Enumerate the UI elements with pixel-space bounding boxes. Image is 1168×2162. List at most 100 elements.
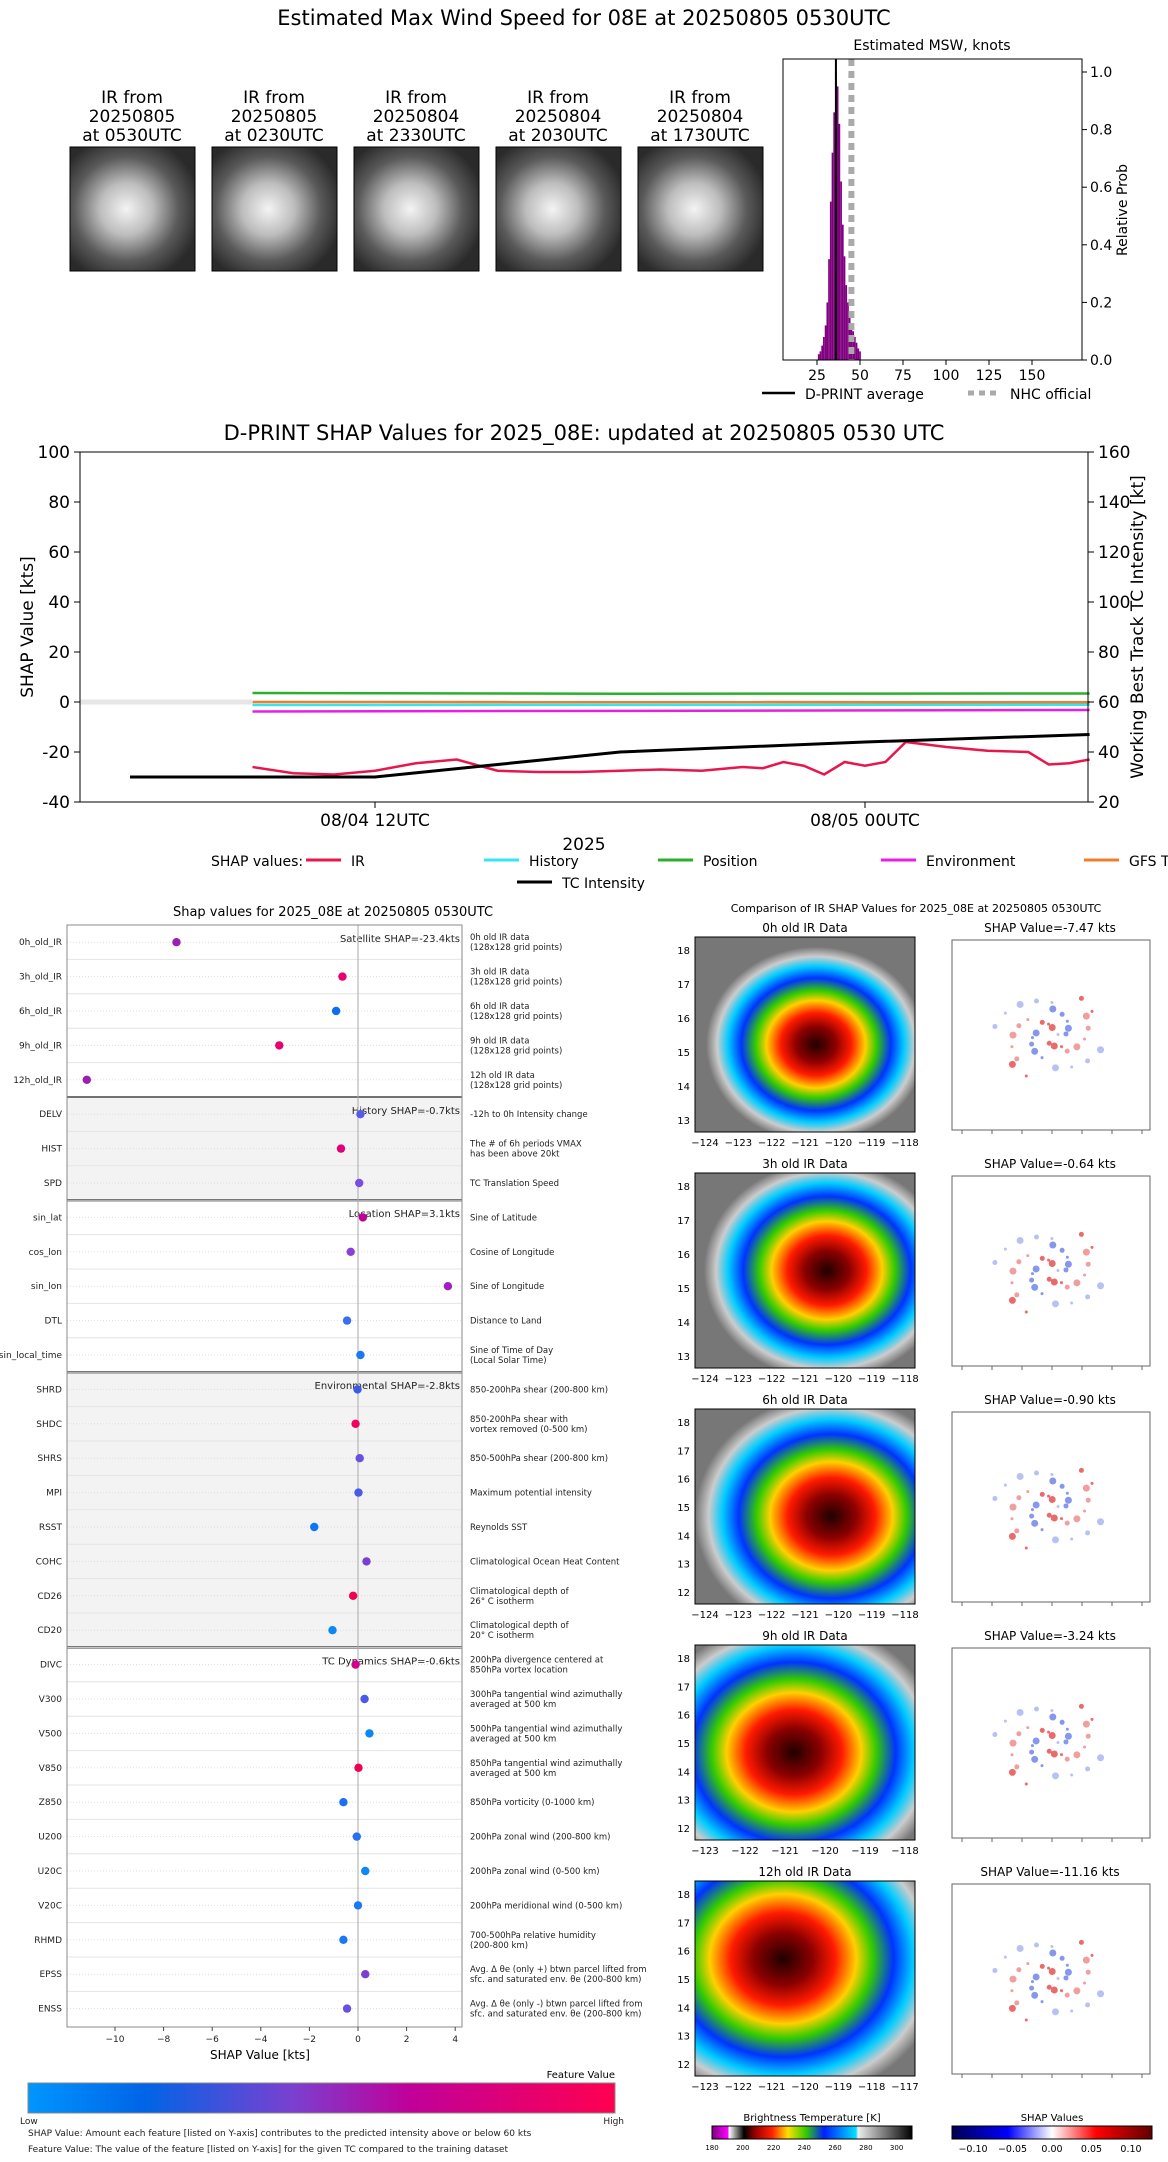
shap-blob bbox=[1010, 1753, 1013, 1756]
shap-blob bbox=[1049, 1024, 1056, 1031]
shap-blob bbox=[1086, 1734, 1091, 1739]
shap-tick-label: −0.10 bbox=[958, 2144, 987, 2155]
shap-blob bbox=[1060, 1720, 1065, 1725]
feature-description: The # of 6h periods VMAX bbox=[469, 1140, 582, 1150]
ir-image bbox=[695, 937, 915, 1132]
feature-description: sfc. and saturated env. θe (200-800 km) bbox=[470, 1975, 642, 1985]
shap-blob bbox=[1047, 1277, 1052, 1282]
shap-point-DTL bbox=[343, 1316, 351, 1324]
shap-blob bbox=[1010, 1517, 1013, 1520]
y-right-tick-label: 160 bbox=[1098, 443, 1130, 463]
feature-name: SHRD bbox=[36, 1385, 62, 1395]
thumbnail-title-line3: at 2030UTC bbox=[508, 126, 607, 146]
shap-tick-label: 0.00 bbox=[1041, 2144, 1062, 2155]
shap-blob bbox=[1049, 1496, 1056, 1503]
feature-name: sin_lat bbox=[33, 1213, 62, 1223]
feature-description: 850hPa vorticity (0-1000 km) bbox=[470, 1798, 594, 1808]
x-tick-label: −123 bbox=[725, 1374, 752, 1385]
shap-blob bbox=[1025, 1310, 1028, 1313]
x-tick-label: 0 bbox=[355, 2035, 361, 2045]
shap-blob bbox=[1049, 1949, 1056, 1956]
y-tick-label: 12 bbox=[677, 1588, 690, 1599]
ir-thumbnail-image bbox=[496, 147, 621, 271]
y-tick-label: 0.6 bbox=[1090, 180, 1112, 196]
shap-blob bbox=[1025, 1074, 1028, 1077]
shap-blob bbox=[1063, 1503, 1068, 1508]
feature-description: (200-800 km) bbox=[470, 1941, 528, 1951]
legend-label: Position bbox=[703, 854, 758, 870]
shap-blob bbox=[1097, 1990, 1104, 1997]
bt-tick-label: 260 bbox=[828, 2144, 841, 2152]
x-tick-label: −123 bbox=[691, 1846, 718, 1857]
shap-colorbar-title: SHAP Values bbox=[1021, 2113, 1084, 2124]
feature-description: Avg. Δ θe (only +) btwn parcel lifted fr… bbox=[470, 1965, 647, 1975]
shap-blob bbox=[1049, 1477, 1056, 1484]
shap-blob bbox=[1052, 1772, 1059, 1779]
y-tick-label: 17 bbox=[677, 1216, 690, 1227]
shap-blob bbox=[1025, 2018, 1028, 2021]
feature-name: EPSS bbox=[39, 1970, 62, 1980]
comparison-title: Comparison of IR SHAP Values for 2025_08… bbox=[731, 902, 1102, 915]
y-right-tick-label: 100 bbox=[1098, 593, 1130, 613]
shap-blob bbox=[1031, 1520, 1038, 1527]
shap-blob bbox=[1065, 1497, 1072, 1504]
shap-blob bbox=[1060, 1012, 1065, 1017]
x-axis-label: SHAP Value [kts] bbox=[210, 2048, 310, 2062]
shap-blob bbox=[1057, 1977, 1060, 1980]
x-tick-label: −123 bbox=[725, 1138, 752, 1149]
shap-blob bbox=[1091, 1246, 1094, 1249]
shap-blob bbox=[1083, 1981, 1086, 1984]
x-tick-label: −120 bbox=[811, 1846, 838, 1857]
shap-blob bbox=[1083, 1249, 1090, 1256]
y-tick-label: 13 bbox=[677, 2032, 690, 2043]
y-tick-label: 13 bbox=[677, 1560, 690, 1571]
ir-image bbox=[695, 1173, 915, 1368]
y-tick-label: 0.2 bbox=[1090, 295, 1112, 311]
shap-blob bbox=[1085, 1530, 1090, 1535]
shap-blob bbox=[1073, 1279, 1080, 1286]
shap-blob bbox=[1073, 1515, 1080, 1522]
legend-label: History bbox=[529, 854, 579, 870]
feature-description: 9h old IR data bbox=[470, 1036, 529, 1046]
x-tick-label: −8 bbox=[157, 2035, 171, 2045]
feature-name: 0h_old_IR bbox=[19, 938, 62, 948]
feature-description: Sine of Time of Day bbox=[470, 1346, 553, 1356]
x-tick-label: −120 bbox=[825, 1374, 852, 1385]
y-tick-label: 13 bbox=[677, 1796, 690, 1807]
feature-name: V20C bbox=[38, 1901, 62, 1911]
histogram-title: Estimated MSW, knots bbox=[853, 38, 1010, 54]
thumbnail-title-line2: 20250804 bbox=[657, 107, 744, 127]
shap-blob bbox=[1016, 1967, 1021, 1972]
y-tick-label: 14 bbox=[677, 1767, 690, 1778]
shap-blob bbox=[1066, 1256, 1069, 1259]
histogram-bar bbox=[820, 351, 822, 360]
x-tick-label: −118 bbox=[891, 1846, 918, 1857]
shap-point-sin_lon bbox=[444, 1282, 452, 1290]
shap-blob bbox=[1097, 1754, 1104, 1761]
y-right-tick-label: 140 bbox=[1098, 493, 1130, 513]
feature-name: CD26 bbox=[37, 1592, 62, 1602]
shap-blob bbox=[1050, 1473, 1053, 1476]
y-tick-label: 12 bbox=[677, 2060, 690, 2071]
x-tick-label: 50 bbox=[851, 368, 869, 384]
feature-name: RSST bbox=[39, 1523, 63, 1533]
feature-description: Maximum potential intensity bbox=[470, 1489, 592, 1499]
shap-blob bbox=[1050, 1709, 1053, 1712]
shap-blob bbox=[1033, 1737, 1040, 1744]
shap-blob bbox=[1057, 1269, 1060, 1272]
thumbnail-title-line2: 20250804 bbox=[373, 107, 460, 127]
colorbar-high-label: High bbox=[603, 2117, 624, 2127]
shap-blob bbox=[1033, 1973, 1040, 1980]
shap-blob bbox=[1049, 1260, 1056, 1267]
shap-blob bbox=[1026, 1490, 1029, 1493]
x-tick-label: −119 bbox=[851, 1846, 878, 1857]
y-tick-label: 1.0 bbox=[1090, 65, 1112, 81]
shap-point-12h_old_IR bbox=[83, 1076, 91, 1084]
thumbnail-title-line1: IR from bbox=[101, 88, 163, 108]
shap-blob bbox=[1049, 1968, 1056, 1975]
feature-description: sfc. and saturated env. θe (200-800 km) bbox=[470, 2010, 642, 2020]
ir-image bbox=[695, 1881, 915, 2076]
y-tick-label: -20 bbox=[42, 743, 70, 763]
legend-label-dprint: D-PRINT average bbox=[805, 387, 924, 403]
feature-description: has been above 20kt bbox=[470, 1150, 560, 1160]
